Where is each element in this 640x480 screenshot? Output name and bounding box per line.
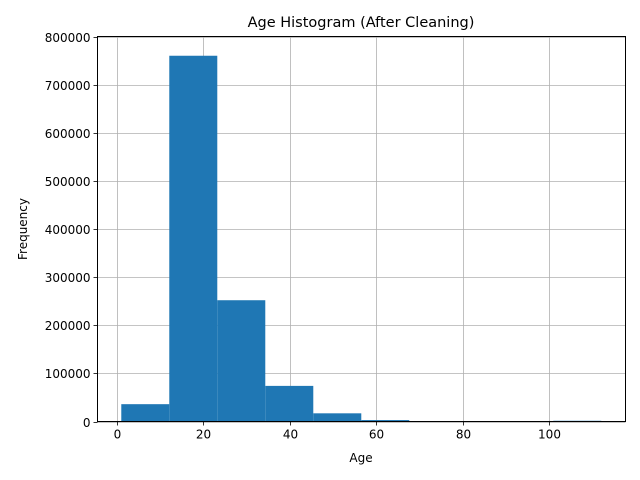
- x-tick-label: 20: [196, 428, 211, 442]
- y-tick-label: 200000: [45, 319, 91, 333]
- x-tick-label: 40: [283, 428, 298, 442]
- y-tick-label: 700000: [45, 79, 91, 93]
- y-tick-label: 0: [83, 416, 91, 430]
- histogram-bar: [313, 413, 361, 421]
- y-axis-label: Frequency: [16, 198, 30, 260]
- histogram-bar: [217, 300, 265, 421]
- x-tick-label: 60: [369, 428, 384, 442]
- histogram-bar: [121, 404, 169, 421]
- y-tick-label: 600000: [45, 127, 91, 141]
- y-tick-label: 500000: [45, 175, 91, 189]
- x-axis-ticks: 0 20 40 60 80 100: [114, 422, 561, 442]
- x-axis-label: Age: [349, 451, 372, 465]
- chart-title: Age Histogram (After Cleaning): [248, 15, 475, 31]
- x-tick-label: 0: [114, 428, 122, 442]
- y-tick-label: 400000: [45, 223, 91, 237]
- x-tick-label: 80: [456, 428, 471, 442]
- y-tick-label: 100000: [45, 367, 91, 381]
- histogram-bars: [121, 56, 601, 422]
- histogram-bar: [265, 386, 313, 422]
- x-tick-label: 100: [538, 428, 561, 442]
- histogram-bar: [169, 56, 217, 422]
- y-tick-label: 300000: [45, 271, 91, 285]
- y-tick-label: 800000: [45, 31, 91, 45]
- y-axis-ticks: 0 100000 200000 300000 400000 500000 600000 700…: [45, 31, 98, 430]
